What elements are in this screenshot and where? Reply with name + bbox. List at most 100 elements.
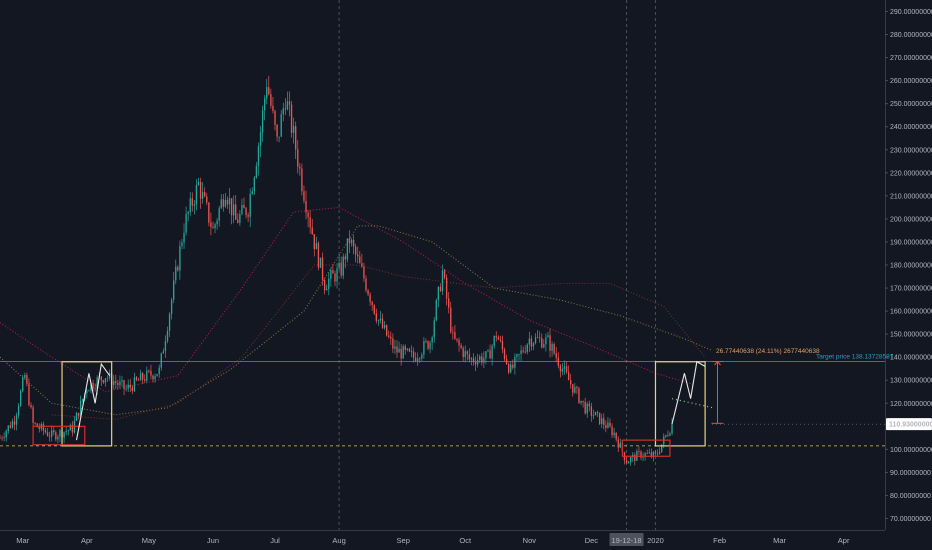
candle-body <box>57 436 59 440</box>
candle-body <box>102 380 105 383</box>
candle-body <box>570 380 572 385</box>
time-tick-label: Dec <box>585 536 599 545</box>
candle-body <box>284 108 287 110</box>
price-tick-label: 290.00000000 <box>890 9 932 16</box>
time-axis[interactable]: Mar Apr May Jun Jul Aug Sep Oct Nov Dec 2020 Feb Mar… <box>16 533 850 546</box>
candle-body <box>13 421 16 425</box>
price-tick-label: 280.00000000 <box>890 32 932 39</box>
time-tick-label: Mar <box>16 536 29 545</box>
candle-body <box>586 403 588 414</box>
candle-body <box>394 346 396 349</box>
candle-body <box>352 239 355 247</box>
candle-body <box>113 381 115 385</box>
candle-body <box>429 342 431 349</box>
candle-body <box>479 356 481 360</box>
candle-body <box>239 213 241 223</box>
candle-body <box>115 381 117 384</box>
price-tick-label: 120.00000000 <box>890 401 932 408</box>
candle-body <box>259 132 262 147</box>
consolidation-box[interactable] <box>621 439 671 457</box>
consolidation-box[interactable] <box>32 425 86 446</box>
candle-body <box>462 348 464 357</box>
projection-box[interactable] <box>61 361 113 447</box>
candle-body <box>251 191 253 195</box>
candle-body <box>30 405 32 408</box>
price-tick-label: 190.00000000 <box>890 239 932 246</box>
candle-body <box>503 349 506 360</box>
candle-body <box>5 430 7 438</box>
candle-body <box>369 294 371 302</box>
candle-body <box>338 262 340 269</box>
candle-body <box>553 344 555 354</box>
time-tick-label: Mar <box>773 536 786 545</box>
candles <box>0 75 673 466</box>
price-tick-label: 250.00000000 <box>890 101 932 108</box>
candle-body <box>121 380 123 382</box>
candle-body <box>65 431 67 433</box>
candle-body <box>71 424 74 433</box>
candle-body <box>230 198 233 216</box>
time-tick-label: Aug <box>332 536 345 545</box>
candle-body <box>278 136 280 138</box>
candle-body <box>305 200 307 213</box>
time-tick-label: Jul <box>270 536 280 545</box>
time-tick-label: Apr <box>838 536 850 545</box>
candle-body <box>350 239 353 244</box>
candle-body <box>485 351 487 359</box>
candle-body <box>433 320 435 338</box>
candle-body <box>507 363 510 373</box>
candle-body <box>528 338 531 345</box>
candle-body <box>253 177 256 192</box>
candle-body <box>640 451 642 458</box>
candle-body <box>439 286 442 292</box>
candle-body <box>650 452 653 457</box>
candle-body <box>22 377 24 391</box>
candle-body <box>619 442 621 448</box>
candle-body <box>53 430 55 433</box>
price-axis[interactable]: 70.00000000 80.00000000 90.00000000 100.000… <box>885 9 932 523</box>
candle-body <box>146 370 148 381</box>
candle-body <box>354 246 357 255</box>
candle-body <box>464 351 466 357</box>
candle-body <box>547 335 549 338</box>
candle-body <box>458 340 460 346</box>
candle-body <box>179 246 181 271</box>
candle-body <box>576 387 578 389</box>
candle-body <box>388 335 390 337</box>
candle-body <box>290 104 293 133</box>
candle-body <box>443 270 446 278</box>
candle-body <box>499 339 502 341</box>
drawings[interactable] <box>75 360 724 441</box>
candle-body <box>588 403 590 407</box>
candle-body <box>578 388 580 403</box>
candle-body <box>441 270 444 292</box>
candle-body <box>315 243 318 250</box>
pattern-boxes[interactable] <box>32 361 706 457</box>
candle-body <box>561 368 564 372</box>
candle-body <box>601 418 603 425</box>
projection-zigzag[interactable] <box>75 362 111 441</box>
candle-body <box>501 340 504 350</box>
candle-body <box>421 354 423 359</box>
projection-zigzag[interactable] <box>671 360 706 425</box>
candle-body <box>309 217 311 228</box>
candle-body <box>38 427 40 429</box>
candle-body <box>472 358 475 362</box>
candle-body <box>574 387 576 393</box>
candle-body <box>148 370 150 372</box>
candle-body <box>435 300 437 321</box>
projection-box[interactable] <box>654 361 706 447</box>
candle-body <box>611 426 613 436</box>
candle-body <box>119 381 121 386</box>
candle-body <box>671 423 673 434</box>
candle-body <box>551 344 553 351</box>
price-tick-label: 230.00000000 <box>890 147 932 154</box>
candle-body <box>543 344 545 348</box>
candle-body <box>398 348 400 353</box>
candle-body <box>454 332 456 339</box>
candle-body <box>615 432 617 440</box>
candle-body <box>82 399 84 401</box>
candle-body <box>210 222 212 227</box>
candle-body <box>332 270 334 274</box>
